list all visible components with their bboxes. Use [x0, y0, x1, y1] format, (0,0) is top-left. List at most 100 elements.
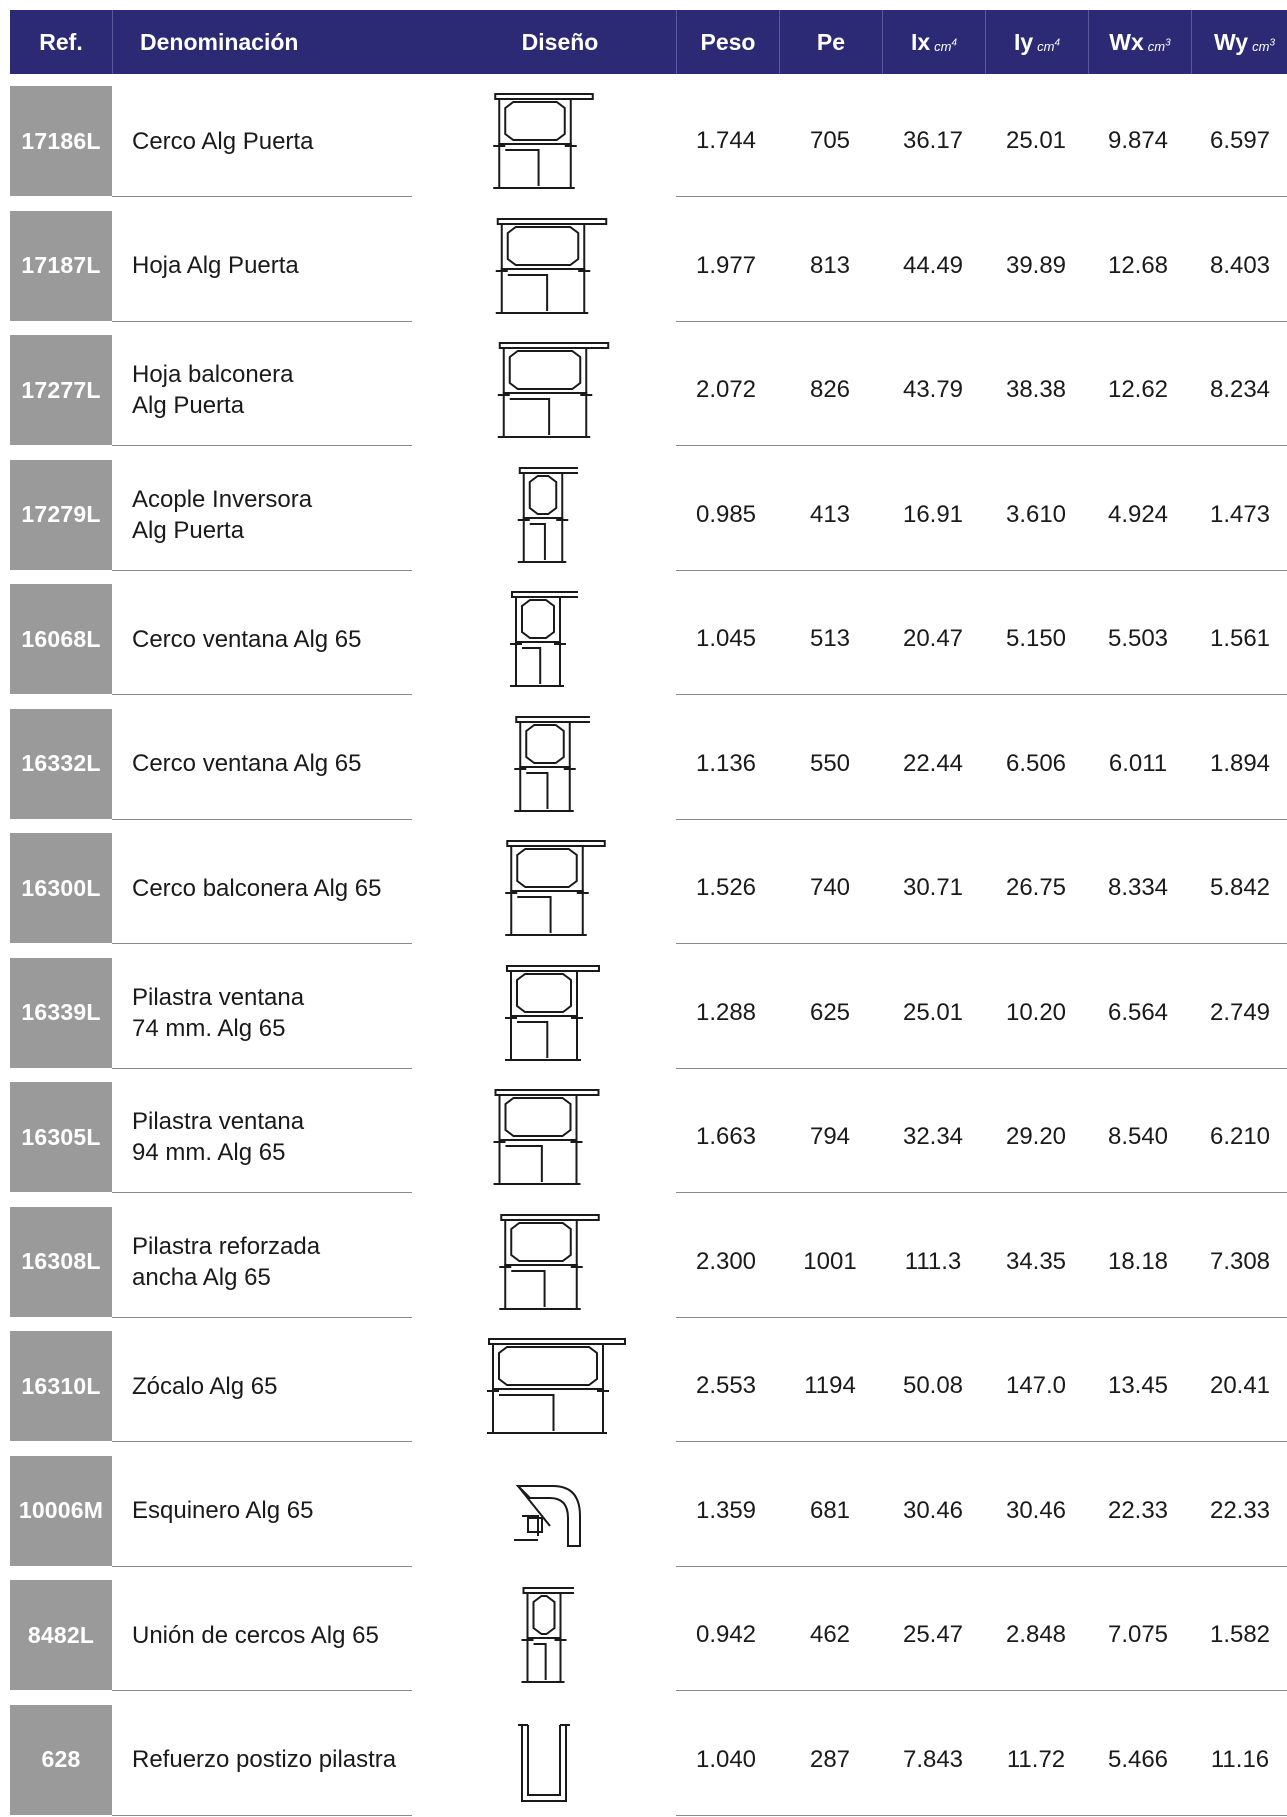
row-divider: [112, 819, 412, 820]
header-divider: [112, 10, 113, 74]
profile-name-line: Pilastra ventana: [132, 1106, 432, 1137]
value-ix: 111.3: [883, 1207, 983, 1317]
value-pe: 1001: [780, 1207, 880, 1317]
value-wx: 4.924: [1088, 460, 1188, 570]
value-wx: 5.503: [1088, 584, 1188, 694]
profile-name-line: Unión de cercos Alg 65: [132, 1620, 432, 1651]
profile-name: Cerco ventana Alg 65: [132, 584, 432, 694]
value-ix: 32.34: [883, 1082, 983, 1192]
value-pe: 1194: [780, 1331, 880, 1441]
value-wy: 11.16: [1190, 1705, 1287, 1815]
value-wy: 5.842: [1190, 833, 1287, 943]
row-divider: [112, 570, 412, 571]
header-ix-unit: cm4: [934, 39, 957, 54]
profile-ref: 17187L: [10, 211, 112, 321]
profile-name: Cerco Alg Puerta: [132, 86, 432, 196]
value-ix: 30.46: [883, 1456, 983, 1566]
value-wy: 2.749: [1190, 958, 1287, 1068]
profile-ref: 8482L: [10, 1580, 112, 1690]
value-ix: 50.08: [883, 1331, 983, 1441]
row-divider: [112, 321, 412, 322]
value-pe: 740: [780, 833, 880, 943]
header-ix-label: Ix: [911, 29, 930, 55]
profile-drawing-icon: [484, 958, 604, 1068]
profile-drawing-icon: [508, 460, 578, 570]
profile-name: Unión de cercos Alg 65: [132, 1580, 432, 1690]
value-pe: 813: [780, 211, 880, 321]
row-divider: [676, 1441, 1287, 1442]
value-ix: 44.49: [883, 211, 983, 321]
value-peso: 0.985: [676, 460, 776, 570]
value-pe: 413: [780, 460, 880, 570]
value-wx: 18.18: [1088, 1207, 1188, 1317]
profile-name: Refuerzo postizo pilastra: [132, 1705, 432, 1815]
unit-exponent: 4: [1054, 38, 1060, 49]
value-wy: 1.561: [1190, 584, 1287, 694]
row-divider: [676, 196, 1287, 197]
profile-ref: 16339L: [10, 958, 112, 1068]
row-divider: [676, 1815, 1287, 1816]
profile-name: Cerco ventana Alg 65: [132, 709, 432, 819]
header-wx-unit: cm3: [1148, 39, 1171, 54]
profile-name: Cerco balconera Alg 65: [132, 833, 432, 943]
value-wy: 1.894: [1190, 709, 1287, 819]
header-design: Diseño: [480, 10, 640, 74]
profile-name: Esquinero Alg 65: [132, 1456, 432, 1566]
corner-profile-drawing-icon: [498, 1456, 588, 1566]
value-iy: 6.506: [986, 709, 1086, 819]
header-wy-unit: cm3: [1252, 39, 1275, 54]
value-peso: 1.977: [676, 211, 776, 321]
value-wx: 7.075: [1088, 1580, 1188, 1690]
unit-exponent: 4: [951, 38, 957, 49]
value-iy: 3.610: [986, 460, 1086, 570]
header-ref: Ref.: [10, 10, 112, 74]
profile-drawing-icon: [470, 335, 620, 445]
value-pe: 681: [780, 1456, 880, 1566]
row-divider: [112, 1441, 412, 1442]
row-divider: [112, 943, 412, 944]
value-iy: 2.848: [986, 1580, 1086, 1690]
value-peso: 1.359: [676, 1456, 776, 1566]
row-divider: [112, 1566, 412, 1567]
value-iy: 39.89: [986, 211, 1086, 321]
profile-name-line: Pilastra ventana: [132, 982, 432, 1013]
value-iy: 34.35: [986, 1207, 1086, 1317]
value-pe: 513: [780, 584, 880, 694]
value-wx: 22.33: [1088, 1456, 1188, 1566]
value-peso: 1.663: [676, 1082, 776, 1192]
row-divider: [676, 943, 1287, 944]
value-wx: 8.334: [1088, 833, 1188, 943]
profile-drawing-icon: [514, 1580, 574, 1690]
value-wy: 20.41: [1190, 1331, 1287, 1441]
profile-name-line: Cerco Alg Puerta: [132, 126, 432, 157]
value-peso: 0.942: [676, 1580, 776, 1690]
profile-drawing-icon: [468, 1082, 608, 1192]
value-peso: 1.526: [676, 833, 776, 943]
profile-name-line: Alg Puerta: [132, 515, 432, 546]
value-wx: 12.68: [1088, 211, 1188, 321]
profile-name-line: 74 mm. Alg 65: [132, 1013, 432, 1044]
value-pe: 462: [780, 1580, 880, 1690]
value-iy: 11.72: [986, 1705, 1086, 1815]
unit-text: cm: [934, 39, 951, 54]
value-iy: 147.0: [986, 1331, 1086, 1441]
profile-name-line: 94 mm. Alg 65: [132, 1137, 432, 1168]
profile-ref: 16310L: [10, 1331, 112, 1441]
profile-name-line: Acople Inversora: [132, 484, 432, 515]
value-ix: 43.79: [883, 335, 983, 445]
profile-drawing-icon: [470, 86, 600, 196]
